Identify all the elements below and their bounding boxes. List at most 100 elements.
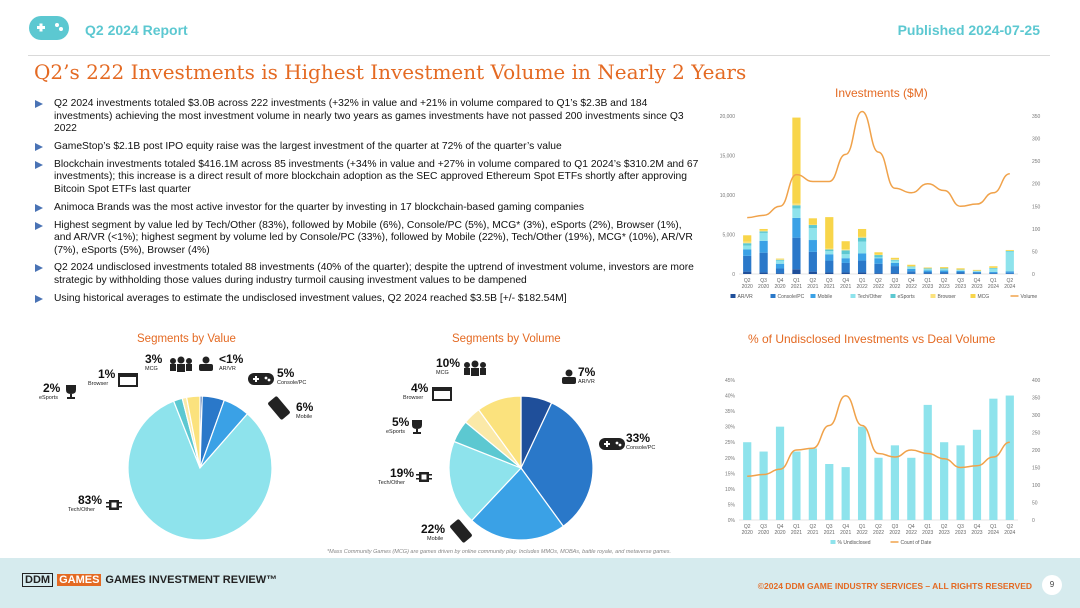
legend-label: Browser — [938, 294, 957, 300]
bar--undisclosed — [940, 442, 949, 520]
controller-icon — [248, 373, 274, 385]
y-tick-label: 15,000 — [720, 154, 736, 160]
x-tick-label: Q4 — [777, 278, 784, 284]
x-tick-label: 2024 — [1004, 284, 1015, 290]
x-tick-label: Q2 — [810, 524, 817, 530]
y-tick-label: 20% — [725, 456, 736, 462]
bar-console-pc — [759, 252, 768, 273]
x-tick-label: Q1 — [793, 278, 800, 284]
bar-esports — [874, 255, 883, 258]
bullet-item: Q2 2024 undisclosed investments totaled … — [34, 262, 699, 287]
x-tick-label: 2021 — [807, 284, 818, 290]
bar-tech-other — [743, 245, 752, 250]
x-tick-label: 2024 — [988, 284, 999, 290]
bar-ar-vr — [759, 272, 768, 274]
x-tick-label: 2023 — [939, 284, 950, 290]
bar-mcg — [940, 267, 949, 269]
bar-browser — [759, 230, 768, 232]
bar-browser — [857, 236, 867, 238]
x-tick-label: 2021 — [840, 284, 851, 290]
y-tick-label: 10,000 — [720, 193, 736, 199]
bullet-item: Animoca Brands was the most active inves… — [34, 202, 699, 215]
pie-value-title: Segments by Value — [137, 333, 236, 345]
x-tick-label: 2021 — [824, 530, 835, 536]
bar-mobile — [743, 249, 752, 256]
bar--undisclosed — [792, 451, 801, 520]
y2-tick-label: 300 — [1032, 137, 1041, 143]
pie-value-label-arvr: <1% AR/VR — [219, 352, 244, 373]
bar-browser — [841, 249, 850, 251]
bar-esports — [890, 259, 900, 261]
x-tick-label: 2023 — [922, 530, 933, 536]
pie-volume-chart — [448, 395, 594, 541]
bar--undisclosed — [923, 404, 932, 520]
bar--undisclosed — [857, 426, 867, 520]
pie-value-label-mobile: 6% Mobile — [296, 400, 314, 421]
people-icon — [170, 356, 192, 372]
bullet-text: Q2 2024 investments totaled $3.0B across… — [54, 98, 684, 135]
phone-icon — [450, 519, 472, 543]
controller-icon — [599, 438, 625, 450]
x-tick-label: 2022 — [906, 284, 917, 290]
y-tick-label: 40% — [725, 394, 736, 400]
bar-mcg — [792, 117, 801, 204]
bar-mobile — [907, 268, 916, 272]
bar-esports — [808, 225, 817, 229]
footer-brand: DDM GAMES GAMES INVESTMENT REVIEW™ — [22, 573, 277, 587]
bullet-list: Q2 2024 investments totaled $3.0B across… — [34, 98, 699, 311]
bar-browser — [825, 248, 834, 250]
bar-mobile — [775, 263, 785, 269]
bar-esports — [825, 249, 834, 252]
browser-icon — [432, 387, 452, 401]
x-tick-label: Q4 — [974, 524, 981, 530]
bullet-arrow-icon — [35, 142, 43, 151]
bar-ar-vr — [808, 271, 817, 274]
x-tick-label: Q2 — [810, 278, 817, 284]
x-tick-label: Q4 — [842, 524, 849, 530]
bar-ar-vr — [890, 273, 900, 274]
y2-tick-label: 100 — [1032, 227, 1041, 233]
vr-headset-icon — [199, 356, 213, 371]
x-tick-label: 2020 — [774, 284, 785, 290]
page-title: Q2’s 222 Investments is Highest Investme… — [34, 60, 747, 84]
pie-volume-label-browser: 4% Browser — [403, 381, 429, 402]
bar-tech-other — [890, 260, 900, 263]
bullet-arrow-icon — [35, 221, 43, 230]
x-tick-label: 2020 — [742, 530, 753, 536]
bar-mobile — [825, 254, 834, 261]
bar-tech-other — [940, 269, 949, 271]
bar-mcg — [972, 269, 982, 271]
bar-console-pc — [792, 237, 801, 270]
bar--undisclosed — [956, 445, 965, 520]
bar-tech-other — [759, 232, 768, 241]
x-tick-label: Q3 — [760, 278, 767, 284]
x-tick-label: Q2 — [744, 278, 751, 284]
bar-esports — [792, 205, 801, 209]
bar-tech-other — [874, 257, 883, 259]
bar-console-pc — [956, 272, 965, 274]
bar--undisclosed — [775, 426, 785, 520]
pie-slice-mobile — [470, 467, 565, 541]
x-tick-label: Q3 — [760, 524, 767, 530]
y-tick-label: 10% — [725, 487, 736, 493]
bar-esports — [923, 268, 932, 270]
y-tick-label: 25% — [725, 440, 736, 446]
report-title: Q2 2024 Report — [85, 22, 188, 38]
y-tick-label: 5% — [728, 502, 736, 508]
legend-label: MCG — [978, 294, 990, 300]
bar--undisclosed — [841, 467, 850, 520]
bar-esports — [940, 268, 949, 270]
bar-mcg — [989, 266, 998, 268]
bar-ar-vr — [743, 271, 752, 274]
legend-swatch — [770, 294, 776, 298]
y2-tick-label: 50 — [1032, 249, 1038, 255]
bar--undisclosed — [825, 464, 834, 520]
bar--undisclosed — [759, 451, 768, 520]
bar-tech-other — [808, 228, 817, 241]
bar-esports — [775, 259, 785, 261]
phone-icon — [268, 396, 290, 420]
bar--undisclosed — [972, 429, 982, 520]
bar-tech-other — [857, 241, 867, 254]
bar--undisclosed — [989, 398, 998, 520]
x-tick-label: Q4 — [974, 278, 981, 284]
